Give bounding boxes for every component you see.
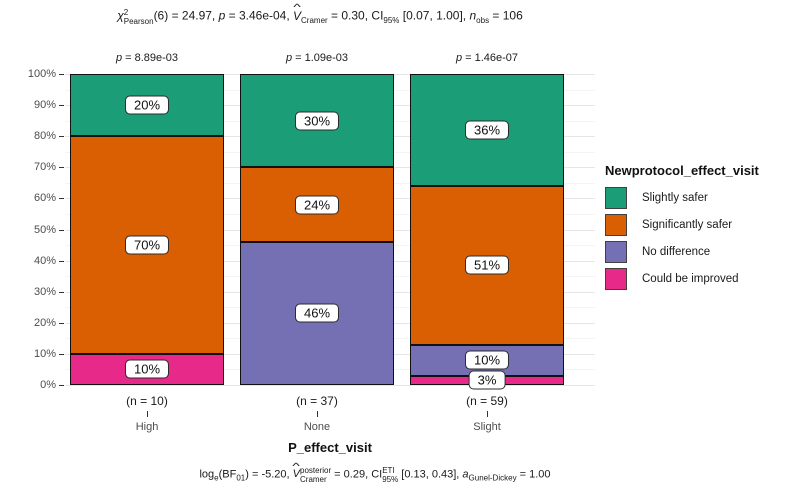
sample-size-label: (n = 37) — [296, 394, 338, 408]
y-axis-tick-label: 40% — [33, 254, 56, 267]
v-cramer-hat: ^ V — [293, 1, 302, 23]
bar-percent-label: 36% — [464, 120, 510, 140]
p-symbol: p — [455, 52, 463, 64]
y-axis-tick-mark — [59, 198, 64, 200]
x-axis-category-label: None — [303, 421, 331, 433]
chi-symbol: χ — [117, 8, 124, 23]
y-axis-tick-mark — [59, 136, 64, 138]
sample-size-label: (n = 10) — [126, 394, 168, 408]
bar-pvalue-label: p = 1.46e-07 — [455, 52, 519, 64]
legend-key-swatch — [605, 268, 627, 290]
legend-item-label: Significantly safer — [642, 219, 733, 231]
p-symbol: p — [285, 52, 293, 64]
y-axis-tick-label: 0% — [40, 379, 56, 391]
y-axis-tick-label: 100% — [27, 68, 56, 80]
bar-percent-label: 3% — [468, 370, 506, 390]
y-axis-tick-mark — [59, 167, 64, 169]
y-axis-tick-mark — [59, 322, 64, 324]
y-axis-tick-mark — [59, 291, 64, 293]
x-axis-category-label: Slight — [473, 421, 501, 433]
legend-item: Could be improved — [605, 268, 759, 290]
bar-percent-label: 10% — [124, 359, 170, 379]
bar-pvalue-label: p = 1.09e-03 — [285, 52, 349, 64]
legend-title: Newprotocol_effect_visit — [605, 163, 759, 178]
x-axis-tick-mark — [317, 411, 318, 417]
ci-eti-scripts: ETI 95% — [382, 466, 399, 484]
legend: Newprotocol_effect_visit Slightly safer S… — [605, 163, 759, 295]
gridline — [65, 385, 595, 386]
stats-header: χ 2 Pearson (6) = 24.97, p = 3.46e-04, ^ VCr… — [117, 1, 523, 26]
x-axis-tick-mark — [487, 411, 488, 417]
legend-item: Significantly safer — [605, 214, 759, 236]
y-axis-tick-mark — [59, 105, 64, 107]
legend-item-label: Could be improved — [642, 273, 739, 285]
legend-key-swatch — [605, 187, 627, 209]
y-axis-tick-label: 80% — [33, 130, 56, 143]
legend-key-swatch — [605, 214, 627, 236]
bar-percent-label: 30% — [294, 111, 340, 131]
x-axis-tick-mark — [147, 411, 148, 417]
y-axis-tick-mark — [59, 385, 64, 386]
sample-size-label: (n = 59) — [466, 394, 508, 408]
bar-percent-label: 70% — [124, 235, 170, 255]
y-axis-tick-label: 50% — [33, 223, 56, 236]
x-axis-category-label: High — [135, 421, 159, 433]
p-symbol: p — [115, 52, 123, 64]
x-axis-title: P_effect_visit — [288, 440, 372, 455]
y-axis-tick-label: 10% — [33, 347, 56, 360]
y-axis-tick-label: 20% — [33, 316, 56, 329]
legend-item: No difference — [605, 241, 759, 263]
y-axis-tick-mark — [59, 353, 64, 355]
y-axis-tick-label: 60% — [33, 192, 56, 205]
legend-item-label: Slightly safer — [642, 192, 708, 204]
bar-percent-label: 24% — [294, 195, 340, 215]
legend-key-swatch — [605, 241, 627, 263]
y-axis-tick-mark — [59, 74, 64, 75]
plot-panel: 20% 70% 10% 30% 24% 46% 36% 51% 10% 3% — [65, 74, 595, 390]
y-axis-tick-label: 70% — [33, 161, 56, 174]
legend-item-label: No difference — [642, 246, 711, 258]
bar-percent-label: 10% — [464, 350, 510, 370]
bar-percent-label: 51% — [464, 255, 510, 275]
bar-percent-label: 46% — [294, 303, 340, 323]
v-posterior-scripts: posterior Cramer — [300, 466, 332, 484]
legend-item: Slightly safer — [605, 187, 759, 209]
y-axis-tick-mark — [59, 229, 64, 231]
v-posterior-hat: ^ V — [292, 461, 301, 481]
bar-segment — [70, 353, 224, 385]
y-axis-tick-label: 30% — [33, 285, 56, 298]
chi-scripts: 2 Pearson — [123, 8, 154, 26]
y-axis-tick-mark — [59, 260, 64, 262]
bar-percent-label: 20% — [124, 95, 170, 115]
y-axis-tick-label: 90% — [33, 99, 56, 112]
bar-pvalue-label: p = 8.89e-03 — [115, 52, 179, 64]
